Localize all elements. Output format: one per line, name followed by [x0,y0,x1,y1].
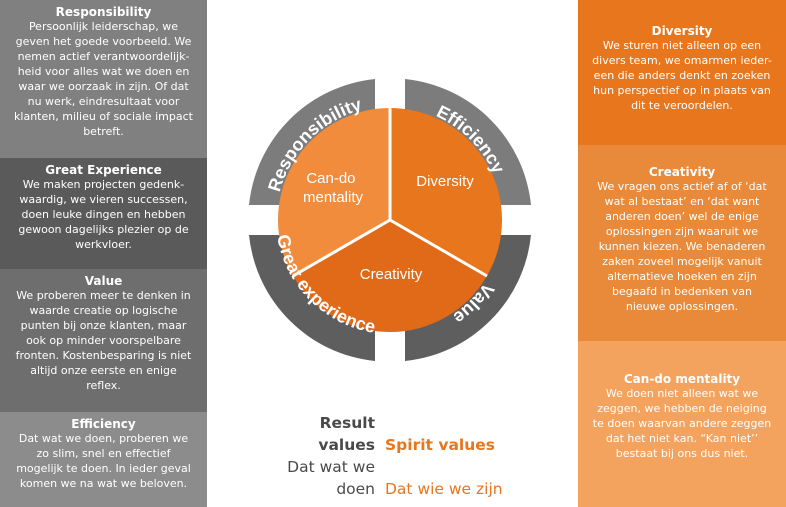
legend-result-title: Result values [318,414,375,454]
sector-can-do-mentality [277,108,390,276]
panel-responsibility: Responsibility Persoonlijk leiderschap, … [0,0,207,158]
panel-title: Creativity [648,165,716,179]
panel-title: Can-do mentality [623,372,741,386]
legend-spirit-sub: Dat wie we zijn [385,480,503,498]
sector-label-mentality: mentality [303,189,364,206]
legend: Result values Spirit values Dat wat we do… [260,412,560,500]
panel-title: Great Experience [45,163,162,177]
sector-label-diversity: Diversity [416,173,474,190]
result-values-column: Responsibility Persoonlijk leiderschap, … [0,0,207,507]
panel-can-do-mentality: Can-do mentality We doen niet alleen wat… [578,341,786,507]
panel-value: Value We proberen meer te denken in waar… [0,269,207,412]
panel-text: We doen niet alleen wat we zeggen, we he… [592,387,772,460]
panel-text: Persoonlijk leiderschap, we geven het go… [14,20,193,138]
legend-sub-row: Dat wat we doen Dat wie we zijn [260,456,560,500]
panel-great-experience: Great Experience We maken projecten gede… [0,158,207,269]
sector-label-creativity: Creativity [360,266,423,283]
values-wheel: Responsibility Efficiency Value Great ex… [249,79,531,361]
panel-text: Dat wat we doen, proberen we zo slim, sn… [16,432,191,490]
sector-diversity [390,108,503,276]
panel-text: We sturen niet alleen op een divers team… [592,39,772,112]
panel-efficiency: Efficiency Dat wat we doen, proberen we … [0,412,207,507]
legend-spirit-title: Spirit values [385,436,495,454]
sector-label-can-do: Can-do [306,170,355,187]
panel-title: Responsibility [55,5,152,19]
legend-title-row: Result values Spirit values [260,412,560,456]
spirit-values-column: Diversity We sturen niet alleen op een d… [578,0,786,507]
panel-title: Efficiency [71,417,136,431]
panel-text: We vragen ons actief af of ‘dat wat al b… [597,180,767,313]
panel-text: We proberen meer te denken in waarde cre… [15,289,192,392]
legend-result-sub: Dat wat we doen [287,458,375,498]
panel-text: We maken projecten gedenk- waardig, we v… [18,178,189,251]
svg-text:Can-do mentality: Can-do mentality [303,170,364,206]
panel-diversity: Diversity We sturen niet alleen op een d… [578,0,786,145]
panel-title: Value [84,274,123,288]
panel-creativity: Creativity We vragen ons actief af of ‘d… [578,145,786,341]
panel-title: Diversity [651,24,713,38]
